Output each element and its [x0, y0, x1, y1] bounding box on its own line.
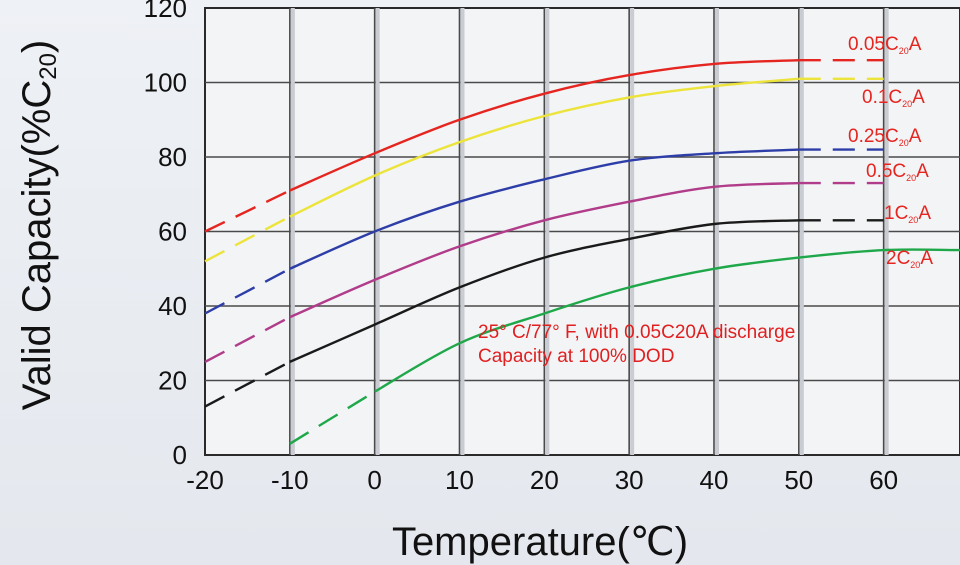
series-labels: 0.05C20A 0.1C20A 0.25C20A 0.5C20A 1C20A 2C20A	[848, 34, 933, 270]
series-line	[289, 181, 799, 319]
series-line	[374, 248, 960, 393]
series-label: 0.05C20A	[848, 34, 922, 56]
series-0.1C20A	[204, 77, 884, 263]
y-tick-label: 80	[158, 142, 187, 172]
series-label: 0.5C20A	[866, 161, 929, 183]
x-axis-title: Temperature(℃)	[392, 520, 688, 564]
series-0.05C20A	[204, 58, 884, 233]
condition-note: 25° C/77° F, with 0.05C20A discharge Cap…	[478, 322, 795, 367]
y-axis-title-sub: 20	[35, 53, 62, 80]
series-0.5C20A	[204, 181, 884, 363]
series-lines	[204, 58, 960, 445]
x-axis-ticks: -20 -10 0 10 20 30 40 50 60	[186, 465, 898, 495]
series-line-dashed	[204, 215, 291, 263]
series-line-dashed	[289, 390, 376, 445]
x-tick-label: 60	[869, 465, 898, 495]
x-tick-label: -10	[271, 465, 309, 495]
y-tick-label: 0	[173, 440, 187, 470]
series-line-dashed	[204, 267, 291, 315]
series-label: 0.25C20A	[848, 126, 922, 148]
series-line	[289, 148, 799, 270]
x-tick-label: 40	[700, 465, 729, 495]
series-line	[289, 77, 799, 218]
series-line	[289, 59, 799, 192]
y-axis-title: Valid Capacity(%C20)	[15, 40, 62, 411]
series-line-dashed	[204, 316, 291, 363]
series-label: 1C20A	[884, 203, 931, 225]
note-line-1: 25° C/77° F, with 0.05C20A discharge	[478, 322, 795, 343]
y-tick-label: 20	[158, 366, 187, 396]
series-0.25C20A	[204, 148, 884, 315]
series-line-dashed	[204, 189, 291, 233]
y-tick-label: 60	[158, 217, 187, 247]
series-line-dashed	[204, 360, 291, 408]
series-2C20A	[289, 248, 960, 445]
x-tick-label: -20	[186, 465, 224, 495]
series-1C20A	[204, 219, 884, 408]
gridlines	[205, 8, 960, 455]
y-axis-title-main: Valid Capacity(%C	[15, 80, 59, 411]
y-axis-ticks: 0 20 40 60 80 100 120	[144, 0, 187, 470]
y-tick-label: 120	[144, 0, 187, 23]
y-tick-label: 40	[158, 291, 187, 321]
note-line-2: Capacity at 100% DOD	[478, 346, 674, 367]
y-tick-label: 100	[144, 68, 187, 98]
x-tick-label: 20	[530, 465, 559, 495]
series-label: 2C20A	[886, 248, 933, 270]
x-tick-label: 30	[615, 465, 644, 495]
x-tick-label: 10	[445, 465, 474, 495]
x-tick-label: 50	[784, 465, 813, 495]
series-label: 0.1C20A	[862, 87, 925, 109]
x-tick-label: 0	[367, 465, 381, 495]
series-line	[289, 219, 799, 363]
y-axis-title-end: )	[15, 40, 59, 53]
